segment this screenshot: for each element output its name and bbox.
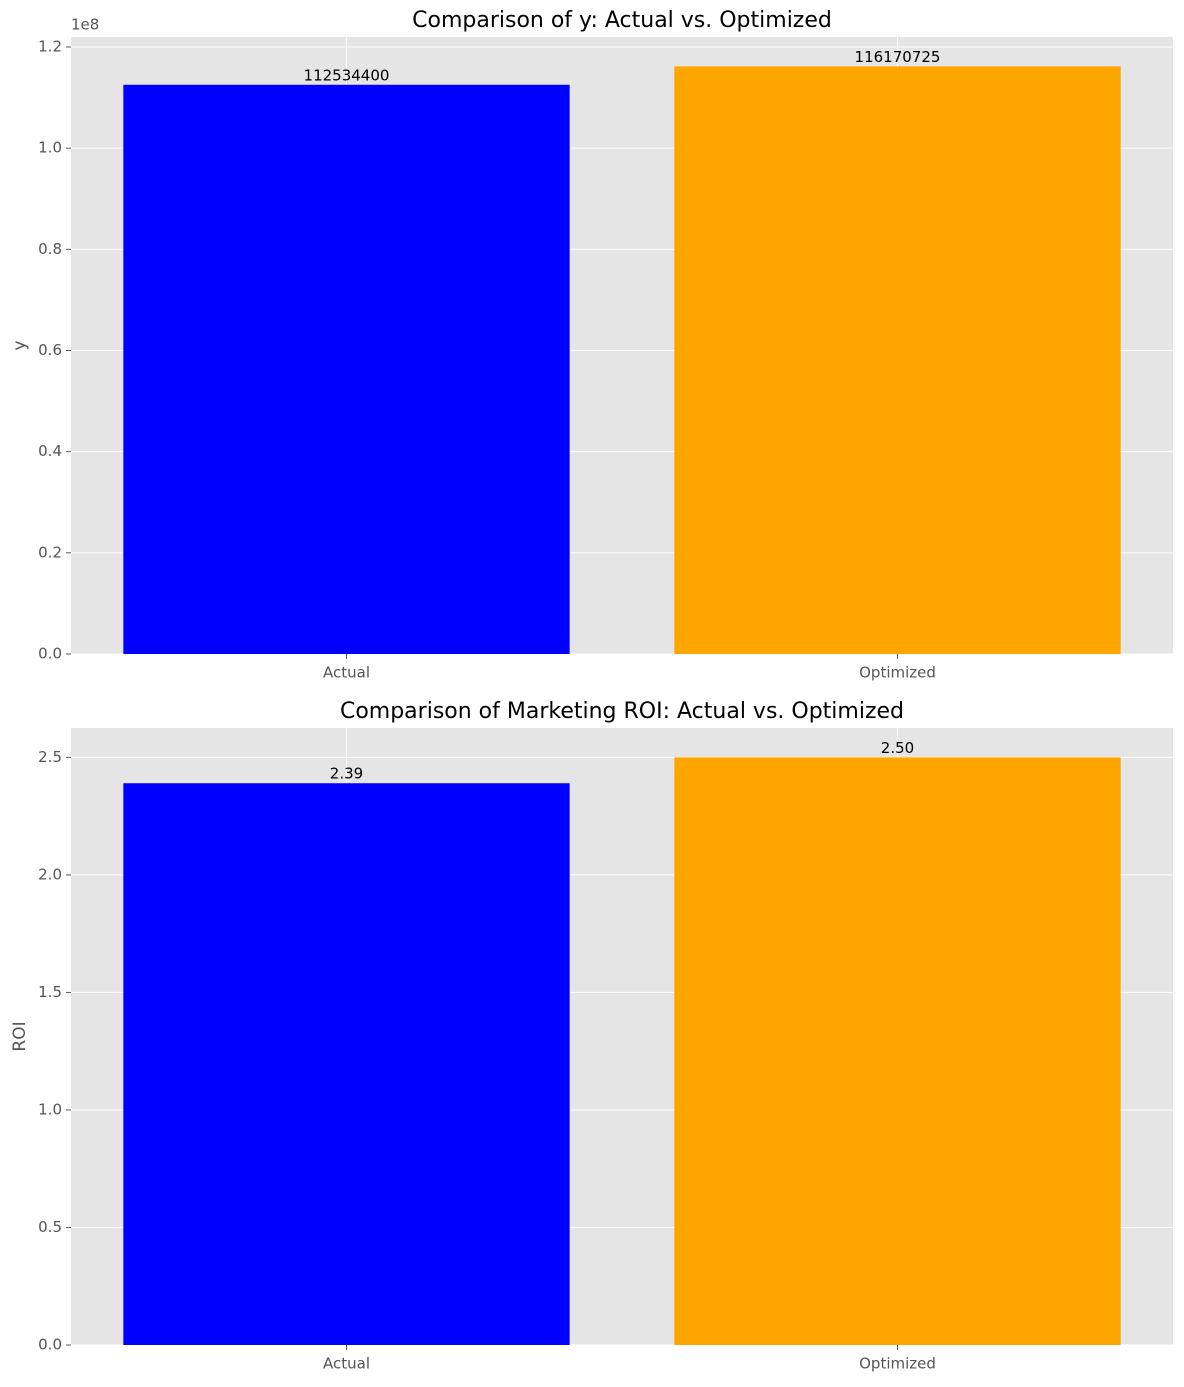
value-label: 2.39	[330, 765, 363, 783]
y-tick-label: 0.0	[38, 645, 62, 663]
y-tick-label: 1.0	[38, 139, 62, 157]
y-offset-label: 1e8	[71, 16, 99, 34]
bar	[674, 757, 1121, 1345]
value-label: 2.50	[881, 739, 914, 757]
bar	[123, 783, 570, 1345]
chart-title: Comparison of Marketing ROI: Actual vs. …	[340, 699, 904, 724]
y-tick-label: 0.6	[38, 341, 62, 359]
x-tick-label: Actual	[323, 1355, 370, 1373]
y-tick-label: 0.0	[38, 1336, 62, 1354]
chart-title: Comparison of y: Actual vs. Optimized	[412, 8, 832, 33]
y-tick-label: 0.2	[38, 543, 62, 561]
y-tick-label: 2.0	[38, 865, 62, 883]
x-tick-label: Optimized	[859, 664, 936, 682]
y-tick-label: 1.2	[38, 38, 62, 56]
y-tick-label: 0.4	[38, 442, 62, 460]
y-tick-label: 1.0	[38, 1100, 62, 1118]
value-label: 112534400	[304, 66, 390, 84]
y-tick-label: 0.8	[38, 240, 62, 258]
bar	[123, 84, 570, 654]
x-tick-label: Optimized	[859, 1355, 936, 1373]
y-axis-label: y	[10, 340, 30, 350]
bar	[674, 66, 1121, 654]
y-tick-label: 1.5	[38, 983, 62, 1001]
value-label: 116170725	[855, 48, 941, 66]
x-tick-label: Actual	[323, 664, 370, 682]
y-tick-label: 0.5	[38, 1218, 62, 1236]
y-tick-label: 2.5	[38, 748, 62, 766]
y-axis-label: ROI	[10, 1021, 30, 1051]
